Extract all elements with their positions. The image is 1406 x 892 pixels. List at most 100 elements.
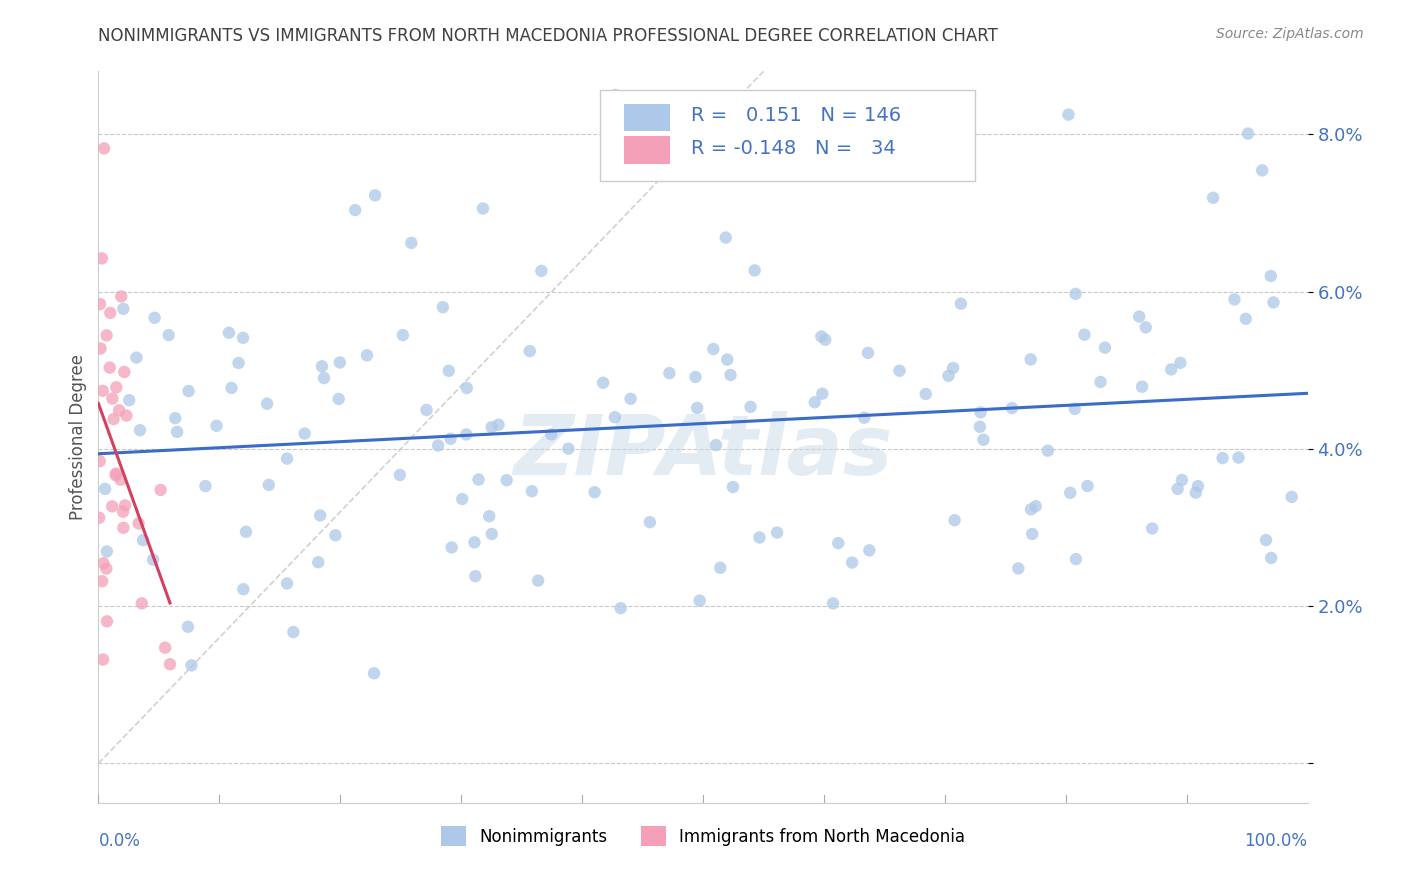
Point (853, 410, 876, 425)
Point (307, 555, 329, 569)
Point (1281, 490, 1303, 504)
Point (283, 625, 305, 640)
Point (1130, 380, 1153, 394)
Point (256, 397, 278, 411)
FancyBboxPatch shape (600, 90, 976, 181)
Point (388, 468, 411, 483)
Point (520, 484, 543, 499)
Point (89, 342, 111, 356)
Point (658, 366, 681, 380)
Text: NONIMMIGRANTS VS IMMIGRANTS FROM NORTH MACEDONIA PROFESSIONAL DEGREE CORRELATION: NONIMMIGRANTS VS IMMIGRANTS FROM NORTH M… (98, 27, 998, 45)
Point (103, 412, 125, 426)
Point (180, 658, 202, 673)
Point (592, 376, 614, 390)
Point (1059, 485, 1081, 500)
Point (527, 574, 550, 588)
Point (638, 515, 661, 529)
Point (481, 527, 503, 541)
Point (98, 360, 121, 375)
Point (328, 392, 350, 406)
Text: R = -0.148   N =   34: R = -0.148 N = 34 (690, 138, 896, 158)
Point (1237, 127, 1260, 141)
Point (205, 418, 228, 433)
Point (949, 296, 972, 310)
Point (91, 384, 114, 398)
Point (810, 329, 832, 343)
Point (177, 384, 200, 398)
Point (114, 499, 136, 513)
Point (221, 381, 243, 395)
Point (709, 561, 731, 575)
Point (1019, 352, 1042, 367)
Point (1036, 443, 1059, 458)
Point (471, 202, 494, 216)
Point (427, 438, 450, 452)
Point (401, 235, 423, 250)
Point (96, 561, 118, 575)
Point (98, 306, 121, 320)
Point (1021, 527, 1043, 541)
Point (714, 230, 737, 244)
Point (159, 657, 181, 672)
Point (89, 454, 111, 468)
FancyBboxPatch shape (624, 103, 671, 131)
Point (686, 401, 709, 415)
Point (827, 536, 849, 550)
Point (110, 473, 132, 487)
Point (1263, 295, 1285, 310)
Point (112, 505, 135, 519)
Point (467, 473, 489, 487)
Point (1090, 375, 1112, 389)
Point (104, 467, 127, 481)
Point (112, 301, 135, 316)
Point (603, 410, 626, 425)
Point (702, 342, 724, 356)
Point (704, 438, 727, 452)
Point (969, 405, 991, 419)
Point (101, 500, 124, 514)
Point (856, 346, 879, 360)
Point (720, 368, 742, 382)
Text: R =   0.151   N = 146: R = 0.151 N = 146 (690, 106, 901, 125)
Point (766, 525, 789, 540)
Point (889, 364, 911, 378)
Point (232, 331, 254, 345)
Point (1025, 499, 1047, 513)
Point (938, 368, 960, 383)
Point (104, 468, 127, 483)
Point (841, 556, 863, 570)
Point (96, 328, 118, 343)
FancyBboxPatch shape (624, 136, 671, 164)
Point (914, 387, 936, 401)
Point (481, 420, 503, 434)
Point (1007, 561, 1029, 575)
Point (218, 326, 240, 340)
Point (464, 569, 486, 583)
Point (557, 442, 579, 456)
Point (325, 528, 347, 542)
Point (110, 289, 132, 303)
Point (1260, 550, 1282, 565)
Point (96, 544, 118, 558)
Point (177, 620, 200, 634)
Point (125, 351, 148, 365)
Point (540, 427, 562, 442)
Point (1171, 473, 1194, 487)
Point (721, 480, 744, 494)
Point (437, 364, 460, 378)
Point (1254, 533, 1277, 547)
Point (94, 482, 117, 496)
Point (1202, 191, 1225, 205)
Point (364, 188, 387, 202)
Point (1160, 362, 1182, 376)
Point (132, 533, 155, 548)
Point (157, 328, 180, 343)
Point (456, 381, 478, 395)
Point (1212, 451, 1234, 466)
Point (1223, 293, 1246, 307)
Point (811, 386, 834, 401)
Text: 100.0%: 100.0% (1244, 832, 1308, 850)
Point (609, 601, 631, 615)
Point (115, 409, 138, 423)
Point (1073, 327, 1095, 342)
